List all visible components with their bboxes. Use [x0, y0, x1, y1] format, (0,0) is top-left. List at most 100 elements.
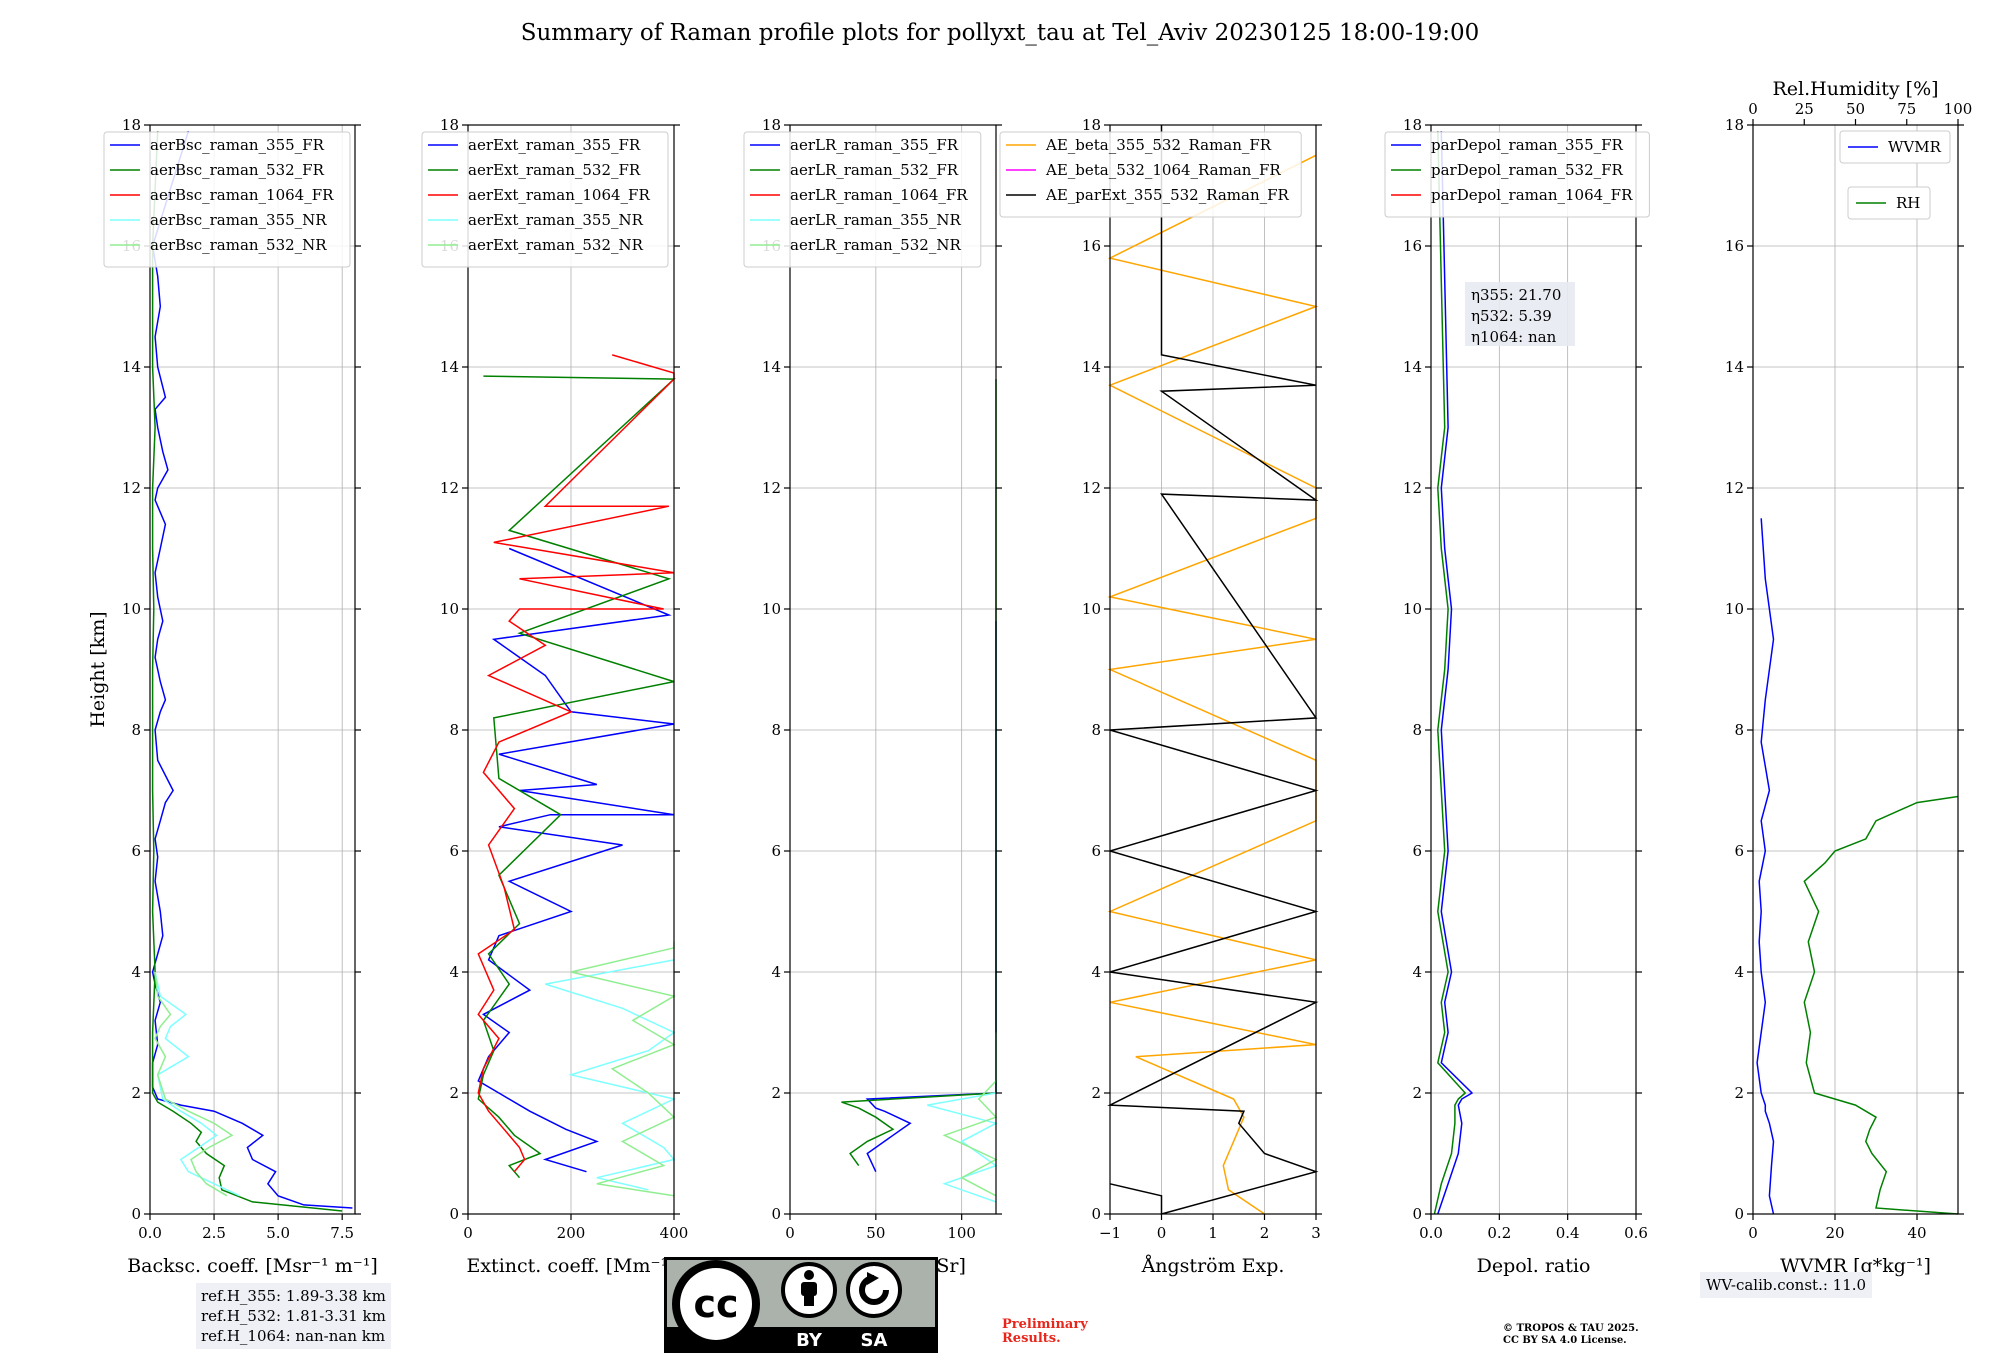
legend-label: aerLR_raman_1064_FR — [790, 186, 968, 204]
y-tick-label: 16 — [1403, 237, 1422, 255]
x-tick-label: 2.5 — [202, 1224, 226, 1242]
y-tick-label: 12 — [1082, 479, 1101, 497]
legend-label: aerLR_raman_355_FR — [790, 136, 959, 154]
y-tick-label: 2 — [1091, 1084, 1101, 1102]
copyright-note: © TROPOS & TAU 2025. CC BY SA 4.0 Licens… — [1503, 1323, 1639, 1347]
copyright-line-1: © TROPOS & TAU 2025. — [1503, 1323, 1639, 1334]
series-line-parDepol_raman_355_FR — [1437, 131, 1474, 1215]
y-tick-label: 12 — [122, 479, 141, 497]
preliminary-line-1: Preliminary — [1002, 1317, 1088, 1332]
x-tick-label: −1 — [1099, 1224, 1121, 1242]
x-tick-label: 0 — [1157, 1224, 1167, 1242]
legend-label: aerExt_raman_532_NR — [468, 236, 644, 254]
x2-tick-label: 25 — [1795, 100, 1814, 118]
series-line-aerLR_raman_532_NR — [942, 1032, 998, 1197]
panel-3: 024681012141618050100Lidar ratio [Sr]aer… — [743, 116, 1002, 1277]
x-tick-label: 2 — [1260, 1224, 1270, 1242]
y-tick-label: 2 — [449, 1084, 459, 1102]
by-icon — [781, 1262, 837, 1318]
x-axis-label: WVMR [g*kg⁻¹] — [1780, 1255, 1931, 1277]
eta-box — [1465, 282, 1575, 346]
y-tick-label: 4 — [131, 963, 141, 981]
copyright-line-2: CC BY SA 4.0 License. — [1503, 1335, 1627, 1346]
y-tick-label: 4 — [1412, 963, 1422, 981]
legend-label: aerBsc_raman_355_FR — [150, 136, 325, 154]
series-line-aerExt_raman_1064_FR — [477, 354, 675, 1173]
x-tick-label: 50 — [866, 1224, 885, 1242]
axes-frame — [1430, 124, 1637, 1215]
y-tick-label: 6 — [131, 842, 141, 860]
y-tick-label: 4 — [1734, 963, 1744, 981]
y-tick-label: 0 — [771, 1205, 781, 1223]
x-tick-label: 1 — [1208, 1224, 1218, 1242]
y-tick-label: 0 — [1412, 1205, 1422, 1223]
x-tick-label: 7.5 — [330, 1224, 354, 1242]
y-tick-label: 14 — [122, 358, 141, 376]
y-tick-label: 18 — [1082, 116, 1101, 134]
legend-box-rh — [1847, 186, 1931, 220]
x-tick-label: 20 — [1825, 1224, 1844, 1242]
x2-tick-label: 50 — [1846, 100, 1865, 118]
y-tick-label: 18 — [1403, 116, 1422, 134]
y-tick-label: 6 — [771, 842, 781, 860]
y-tick-label: 18 — [1725, 116, 1744, 134]
legend-label: aerBsc_raman_532_NR — [150, 236, 327, 254]
sa-icon — [846, 1262, 902, 1318]
y-tick-label: 10 — [122, 600, 141, 618]
y-tick-label: 8 — [1091, 721, 1101, 739]
axes-frame — [149, 124, 356, 1215]
y-tick-label: 18 — [762, 116, 781, 134]
y-tick-label: 4 — [771, 963, 781, 981]
axes-frame — [1752, 124, 1959, 1215]
cc-icon: cc — [672, 1260, 760, 1348]
series-line-AE_parExt_355_532_Raman_FR — [1107, 125, 1319, 1215]
y-tick-label: 12 — [440, 479, 459, 497]
x2-axis-label: Rel.Humidity [%] — [1772, 78, 1938, 100]
legend-label: aerExt_raman_355_NR — [468, 211, 644, 229]
x-axis-label: Extinct. coeff. [Mm⁻¹] — [466, 1255, 675, 1277]
ref-height-1064: ref.H_1064: nan-nan km — [201, 1327, 386, 1345]
y-tick-label: 0 — [449, 1205, 459, 1223]
legend-box — [999, 131, 1302, 218]
y-tick-label: 2 — [771, 1084, 781, 1102]
legend-label: aerLR_raman_355_NR — [790, 211, 961, 229]
y-tick-label: 6 — [1412, 842, 1422, 860]
y-tick-label: 14 — [1082, 358, 1101, 376]
preliminary-line-2: Results. — [1002, 1331, 1061, 1346]
series-line-aerBsc_raman_532_NR — [154, 971, 234, 1197]
x-axis-label: Backsc. coeff. [Msr⁻¹ m⁻¹] — [127, 1255, 378, 1277]
legend-box — [1384, 131, 1650, 218]
legend-box — [743, 131, 982, 268]
wv-calib-box: WV-calib.const.: 11.0 — [1700, 1272, 1873, 1298]
y-tick-label: 10 — [1082, 600, 1101, 618]
series-line-WVMR — [1756, 518, 1775, 1215]
y-tick-label: 4 — [1091, 963, 1101, 981]
y-tick-label: 14 — [762, 358, 781, 376]
series-line-aerBsc_raman_355_FR — [151, 130, 353, 1209]
y-tick-label: 8 — [771, 721, 781, 739]
x-tick-label: 0.2 — [1487, 1224, 1511, 1242]
x2-tick-label: 75 — [1897, 100, 1916, 118]
x-axis-label: Depol. ratio — [1477, 1255, 1591, 1277]
legend-label: AE_beta_532_1064_Raman_FR — [1045, 161, 1281, 179]
y-tick-label: 10 — [440, 600, 459, 618]
figure-title: Summary of Raman profile plots for polly… — [520, 20, 1480, 46]
y-tick-label: 2 — [1734, 1084, 1744, 1102]
sa-label: SA — [861, 1330, 888, 1351]
legend-label: aerLR_raman_532_FR — [790, 161, 959, 179]
axes-frame — [789, 124, 997, 1215]
series-line-parDepol_raman_532_FR — [1433, 131, 1467, 1215]
y-tick-label: 18 — [122, 116, 141, 134]
legend-box-wvmr — [1839, 130, 1951, 164]
series-line-aerLR_raman_355_NR — [927, 1092, 999, 1203]
x-tick-label: 5.0 — [266, 1224, 290, 1242]
cc-by-sa-license-badge: cc BY SA — [664, 1257, 938, 1353]
y-tick-label: 14 — [1725, 358, 1744, 376]
y-tick-label: 8 — [1412, 721, 1422, 739]
y-tick-label: 18 — [440, 116, 459, 134]
y-tick-label: 14 — [440, 358, 459, 376]
x2-tick-label: 100 — [1944, 100, 1973, 118]
